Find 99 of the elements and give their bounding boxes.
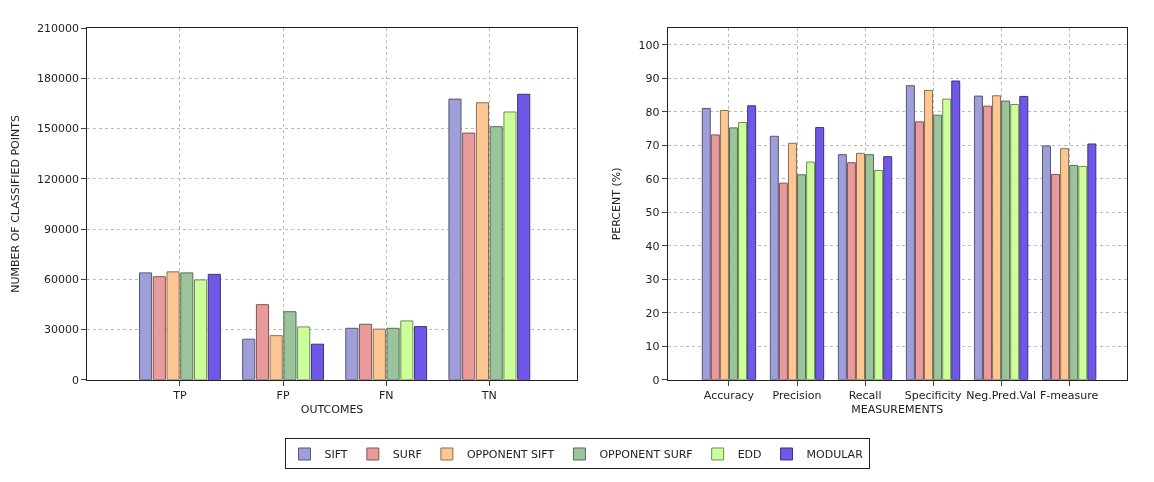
bar bbox=[738, 122, 748, 380]
bar bbox=[345, 327, 359, 380]
bar bbox=[152, 276, 166, 380]
bar bbox=[856, 152, 865, 380]
y-tick-label: 210000 bbox=[36, 21, 79, 35]
bar bbox=[139, 272, 153, 380]
legend-label: OPPONENT SIFT bbox=[466, 448, 555, 462]
bar bbox=[448, 98, 462, 380]
y-tick-label: 100 bbox=[638, 38, 660, 52]
bar bbox=[747, 105, 757, 380]
bar bbox=[386, 327, 400, 380]
bar bbox=[806, 161, 816, 380]
bar bbox=[787, 142, 797, 380]
bar bbox=[297, 326, 311, 380]
bar bbox=[973, 95, 983, 380]
bar bbox=[269, 335, 283, 380]
bar bbox=[1051, 173, 1061, 380]
legend-label: EDD bbox=[737, 448, 762, 462]
x-tick-label: TP bbox=[172, 388, 187, 402]
y-axis-title: PERCENT (%) bbox=[610, 167, 624, 241]
bar bbox=[815, 127, 825, 380]
y-tick-label: 50 bbox=[645, 206, 660, 220]
y-tick-label: 30000 bbox=[43, 323, 79, 337]
bar bbox=[769, 135, 779, 380]
bar bbox=[924, 89, 934, 380]
bar bbox=[951, 80, 961, 380]
y-tick-label: 90 bbox=[645, 72, 660, 86]
y-tick-label: 0 bbox=[71, 373, 79, 387]
x-tick-label: Specificity bbox=[904, 388, 962, 402]
bar bbox=[400, 320, 414, 380]
bar bbox=[1001, 100, 1011, 380]
x-tick-label: Neg.Pred.Val bbox=[966, 388, 1037, 402]
y-tick-label: 10 bbox=[645, 340, 660, 354]
bar bbox=[1069, 164, 1079, 380]
bar bbox=[883, 156, 893, 380]
x-tick-label: Accuracy bbox=[703, 388, 755, 402]
y-tick-label: 60 bbox=[645, 172, 660, 186]
bar bbox=[475, 102, 490, 380]
bar bbox=[462, 132, 476, 380]
y-tick-label: 20 bbox=[645, 306, 660, 320]
y-tick-label: 150000 bbox=[36, 122, 79, 136]
y-tick-label: 60000 bbox=[43, 273, 79, 287]
y-tick-label: 180000 bbox=[36, 72, 79, 86]
y-tick-label: 40 bbox=[645, 239, 660, 253]
x-axis-title: MEASUREMENTS bbox=[851, 403, 944, 417]
x-tick-label: FP bbox=[276, 388, 290, 402]
bar bbox=[797, 174, 807, 380]
bar bbox=[701, 107, 711, 380]
bar bbox=[846, 162, 856, 380]
legend-label: SURF bbox=[392, 448, 422, 462]
bar bbox=[207, 273, 221, 380]
bar bbox=[194, 279, 208, 380]
bar bbox=[942, 98, 952, 380]
bar bbox=[517, 93, 531, 380]
bar bbox=[778, 182, 788, 380]
bar bbox=[242, 338, 256, 380]
bar bbox=[1019, 95, 1029, 380]
bar bbox=[992, 95, 1002, 380]
x-tick-label: Recall bbox=[848, 388, 882, 402]
bar bbox=[729, 127, 738, 380]
bar bbox=[283, 311, 297, 380]
x-tick-label: Precision bbox=[772, 388, 822, 402]
x-tick-label: TN bbox=[480, 388, 497, 402]
y-tick-label: 0 bbox=[652, 373, 660, 387]
legend-label: SIFT bbox=[324, 448, 348, 462]
bar bbox=[983, 105, 992, 380]
y-tick-label: 30 bbox=[645, 273, 660, 287]
legend-label: MODULAR bbox=[806, 448, 864, 462]
bar bbox=[489, 126, 503, 380]
y-tick-label: 120000 bbox=[36, 172, 79, 186]
bar bbox=[914, 121, 924, 380]
bar bbox=[1041, 145, 1051, 380]
bar bbox=[166, 271, 180, 380]
legend-label: OPPONENT SURF bbox=[599, 448, 693, 462]
bar bbox=[1078, 165, 1088, 380]
y-tick-label: 90000 bbox=[43, 222, 79, 236]
y-tick-label: 70 bbox=[645, 139, 660, 153]
bar bbox=[933, 114, 943, 380]
bar bbox=[310, 343, 324, 380]
y-tick-label: 80 bbox=[645, 105, 660, 119]
x-tick-label: F-measure bbox=[1040, 388, 1099, 402]
bar bbox=[1060, 148, 1070, 380]
bar bbox=[255, 304, 269, 380]
bar bbox=[874, 169, 884, 380]
bar bbox=[719, 109, 729, 380]
bar bbox=[710, 134, 720, 380]
bar bbox=[905, 85, 915, 380]
y-axis-title: NUMBER OF CLASSIFIED POINTS bbox=[8, 115, 22, 293]
bar bbox=[865, 154, 875, 380]
bar bbox=[1010, 103, 1020, 380]
bar bbox=[414, 326, 428, 380]
x-tick-label: FN bbox=[378, 388, 394, 402]
bar bbox=[359, 323, 373, 380]
x-axis-title: OUTCOMES bbox=[300, 403, 364, 417]
bar bbox=[1087, 143, 1097, 380]
bar bbox=[372, 328, 386, 380]
bar bbox=[837, 154, 847, 380]
bar bbox=[503, 111, 517, 380]
bar bbox=[180, 272, 194, 380]
